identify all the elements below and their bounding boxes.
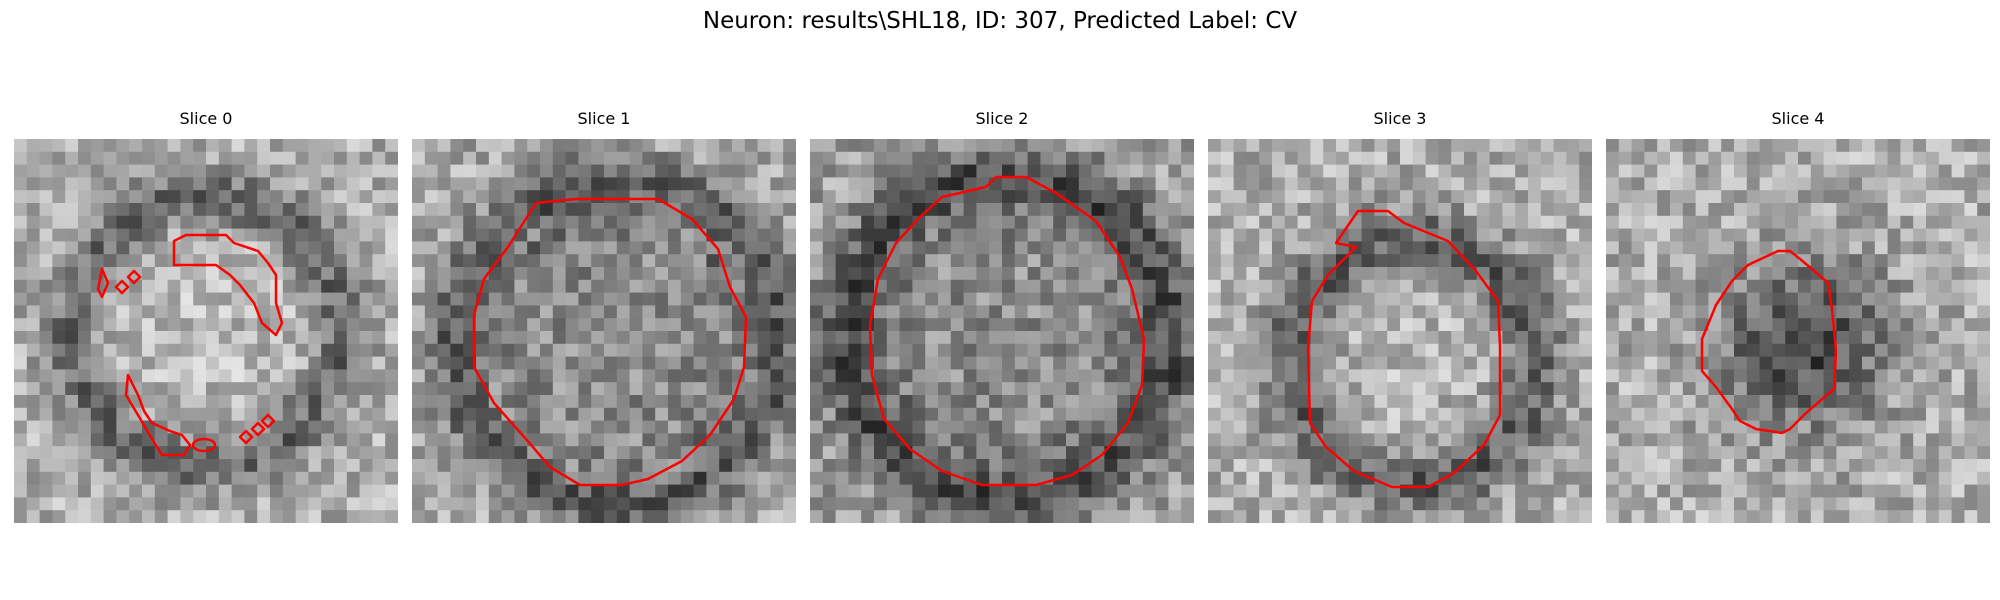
contour-outline — [124, 373, 192, 457]
slice-pixels-1 — [412, 139, 796, 523]
slice-image-0 — [14, 139, 398, 523]
slice-image-1 — [412, 139, 796, 523]
contour-outline — [96, 267, 110, 299]
slice-panel-4: Slice 4 — [1606, 107, 1990, 523]
slice-title-4: Slice 4 — [1771, 109, 1825, 128]
contour-2 — [868, 175, 1146, 487]
slice-panel-1: Slice 1 — [412, 107, 796, 523]
contour-outline — [868, 175, 1146, 487]
slice-image-4 — [1606, 139, 1990, 523]
contour-4 — [1700, 249, 1838, 435]
slice-title-0: Slice 0 — [179, 109, 233, 128]
contour-1 — [472, 197, 748, 487]
contour-outline — [191, 437, 217, 453]
slice-title-1: Slice 1 — [577, 109, 631, 128]
slice-pixels-2 — [810, 139, 1194, 523]
contour-0 — [96, 233, 284, 457]
slice-panel-0: Slice 0 — [14, 107, 398, 523]
contour-outline — [114, 269, 142, 295]
contour-outline — [1700, 249, 1838, 435]
slice-pixels-3 — [1208, 139, 1592, 523]
contour-outline — [238, 413, 276, 445]
slice-panel-3: Slice 3 — [1208, 107, 1592, 523]
slice-image-3 — [1208, 139, 1592, 523]
contour-outline — [472, 197, 748, 487]
slice-pixels-0 — [14, 139, 398, 523]
slice-image-2 — [810, 139, 1194, 523]
slice-title-3: Slice 3 — [1373, 109, 1427, 128]
contour-outline — [172, 233, 284, 337]
figure-title: Neuron: results\SHL18, ID: 307, Predicte… — [702, 8, 1298, 34]
contour-outline — [1306, 209, 1502, 489]
slice-pixels-4 — [1606, 139, 1990, 523]
contour-3 — [1306, 209, 1502, 489]
slice-title-2: Slice 2 — [975, 109, 1029, 128]
slice-panel-2: Slice 2 — [810, 107, 1194, 523]
